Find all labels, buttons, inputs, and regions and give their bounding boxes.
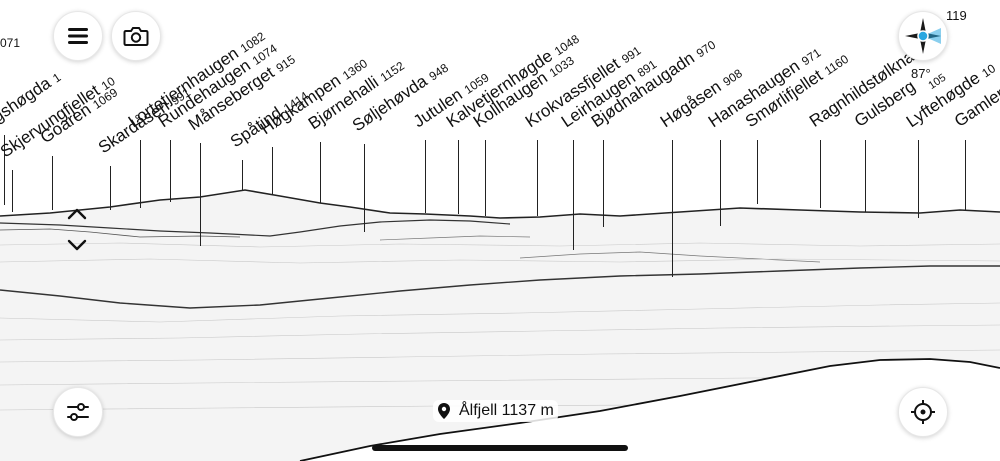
ridge-mid-2 [0, 228, 241, 238]
camera-button[interactable] [111, 11, 161, 61]
peak-marker-line [4, 135, 5, 205]
home-indicator [372, 445, 628, 451]
peak-marker-line [425, 140, 426, 213]
tilt-down-button[interactable] [66, 236, 88, 254]
sliders-icon [67, 403, 89, 421]
ridge-near [0, 265, 1000, 309]
peak-marker-line [12, 170, 13, 212]
location-pin-icon [438, 403, 450, 419]
foreground-hill [300, 359, 1000, 461]
compass-tilt: 87° [911, 66, 931, 81]
corner-elevation-fragment: 071 [0, 36, 21, 50]
peak-marker-line [918, 140, 919, 218]
chevron-up-icon [67, 208, 87, 220]
peak-marker-line [865, 140, 866, 212]
camera-icon [123, 27, 149, 46]
tilt-up-button[interactable] [66, 205, 88, 223]
peak-marker-line [573, 140, 574, 250]
compass-button[interactable] [898, 11, 948, 61]
peak-marker-line [458, 140, 459, 214]
peak-marker-line [603, 140, 604, 227]
peak-marker-line [52, 156, 53, 210]
settings-button[interactable] [53, 387, 103, 437]
peak-marker-line [485, 140, 486, 216]
peak-marker-line [757, 140, 758, 204]
peak-marker-line [965, 140, 966, 210]
peak-marker-line [672, 140, 673, 277]
peak-marker-line [272, 147, 273, 195]
compass-icon [905, 18, 941, 54]
peak-marker-line [720, 140, 721, 226]
locate-button[interactable] [898, 387, 948, 437]
peak-marker-line [364, 144, 365, 232]
peak-marker-line [170, 140, 171, 202]
peak-marker-line [820, 140, 821, 208]
ridge-mid-1 [0, 219, 511, 237]
chevron-down-icon [67, 239, 87, 251]
peak-marker-line [320, 142, 321, 203]
crosshair-icon [911, 400, 935, 424]
foreground-hill-line [299, 358, 1000, 461]
menu-button[interactable] [53, 11, 103, 61]
peak-marker-line [200, 143, 201, 246]
peak-marker-line [242, 160, 243, 190]
ridge-mid-4 [379, 235, 531, 241]
peak-marker-line [140, 140, 141, 208]
peak-marker-line [110, 166, 111, 210]
ridge-mid-3 [519, 251, 821, 263]
menu-icon [68, 28, 88, 44]
compass-heading: 119 [946, 8, 967, 23]
current-location[interactable]: Ålfjell 1137 m [433, 400, 558, 422]
peak-marker-line [537, 140, 538, 216]
location-name: Ålfjell 1137 m [459, 402, 554, 419]
ridge-far-line [0, 189, 1000, 219]
